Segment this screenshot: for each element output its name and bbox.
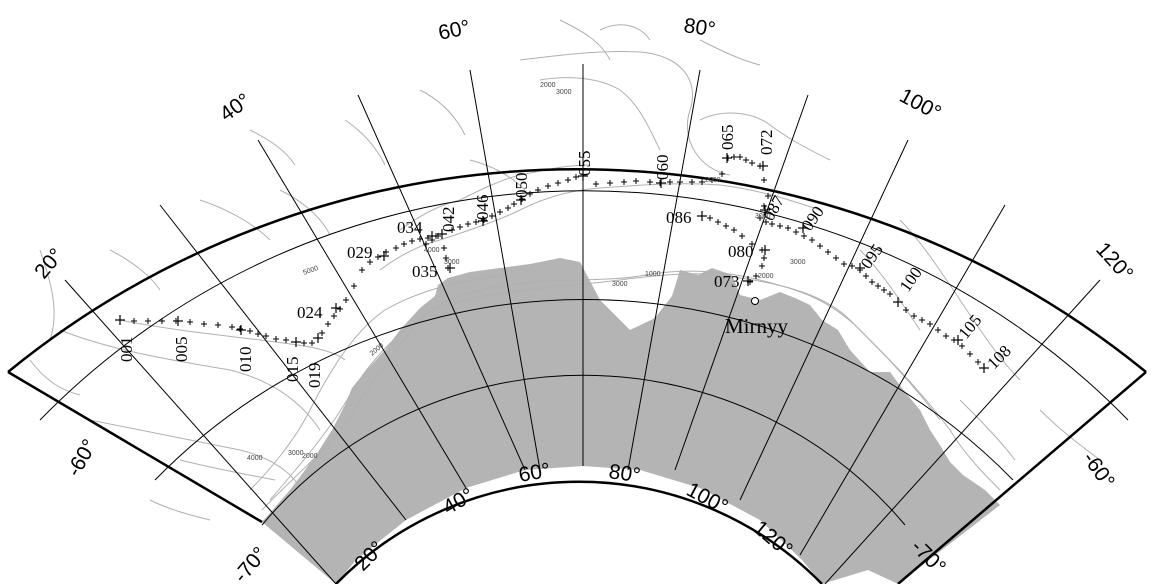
station-label-080: 080 bbox=[728, 242, 754, 261]
station-label-046: 046 bbox=[473, 195, 492, 221]
outer-lon-label-120: 120° bbox=[1091, 238, 1137, 286]
station-label-034: 034 bbox=[397, 218, 423, 237]
outer-lon-label-40: 40° bbox=[216, 89, 255, 126]
station-label-005: 005 bbox=[172, 337, 191, 363]
contour-label: 3000 bbox=[556, 89, 572, 96]
station-label-024: 024 bbox=[297, 303, 323, 322]
station-label-015: 015 bbox=[283, 357, 302, 383]
outer-lon-label-80: 80° bbox=[682, 14, 717, 41]
graticule-parallels bbox=[39, 190, 1129, 526]
lat-label-left-inner: -70° bbox=[229, 543, 272, 584]
station-label-105: 105 bbox=[955, 311, 986, 343]
contour-label: 2000 bbox=[705, 177, 721, 184]
outer-lon-label-60: 60° bbox=[436, 16, 472, 45]
outer-longitude-labels: 20° 40° 60° 80° 100° 120° bbox=[30, 14, 1137, 285]
graticule-meridians bbox=[64, 64, 1101, 584]
contour-label: 2000 bbox=[302, 453, 318, 460]
contour-label: 1000 bbox=[645, 271, 661, 278]
station-label-072: 072 bbox=[757, 130, 776, 156]
map-frame bbox=[7, 168, 1147, 584]
contour-label: 4000 bbox=[424, 247, 440, 254]
station-label-001: 001 bbox=[117, 337, 136, 363]
contour-labels: 2000 3000 5000 4000 3000 1000 2000 3000 … bbox=[247, 82, 806, 462]
station-markers bbox=[115, 153, 989, 373]
outer-lon-label-20: 20° bbox=[30, 244, 68, 283]
station-label-100: 100 bbox=[896, 264, 926, 296]
station-label-050: 050 bbox=[512, 173, 531, 199]
contour-label: 2000 bbox=[540, 82, 556, 89]
contour-label: 4000 bbox=[247, 455, 263, 462]
antarctic-landmass bbox=[262, 258, 1000, 584]
mirnyy-marker bbox=[751, 297, 759, 305]
station-label-010: 010 bbox=[236, 347, 255, 373]
station-label-019: 019 bbox=[305, 363, 324, 389]
inner-lon-label-60: 60° bbox=[517, 459, 552, 487]
station-label-086: 086 bbox=[666, 208, 692, 227]
lat-label-left-outer: -60° bbox=[62, 435, 101, 480]
contour-label: 3000 bbox=[790, 259, 806, 266]
lat-label-right-outer: -60° bbox=[1078, 448, 1119, 493]
contour-label: 3000 bbox=[444, 259, 460, 266]
bathymetry-contours bbox=[29, 19, 1101, 521]
contour-label: 2000 bbox=[758, 273, 774, 280]
station-label-055: 055 bbox=[575, 151, 594, 177]
station-label-065: 065 bbox=[718, 125, 737, 151]
outer-lon-label-100: 100° bbox=[896, 84, 945, 125]
station-label-060: 060 bbox=[653, 155, 672, 181]
mirnyy-label: Mirnyy bbox=[725, 314, 789, 338]
station-label-035: 035 bbox=[412, 262, 438, 281]
station-label-029: 029 bbox=[347, 243, 373, 262]
inner-lon-label-80: 80° bbox=[607, 460, 642, 487]
contour-label: 5000 bbox=[302, 265, 319, 277]
contour-label: 3000 bbox=[612, 281, 628, 288]
station-label-073: 073 bbox=[714, 272, 740, 291]
contour-label: 3000 bbox=[755, 213, 771, 220]
station-label-042: 042 bbox=[439, 207, 458, 233]
contour-label: 3000 bbox=[288, 450, 304, 457]
